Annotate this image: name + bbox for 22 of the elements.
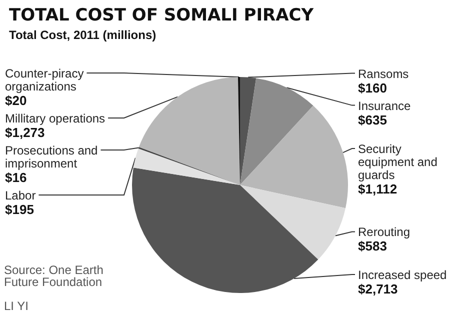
data-label: $583 <box>358 238 387 254</box>
slice-label: Counter-piracy organizations <box>5 66 84 94</box>
slice-label: Rerouting <box>358 225 410 240</box>
slice-label: Security equipment and guards <box>358 142 438 182</box>
data-label: $20 <box>5 93 27 108</box>
data-label: $1,273 <box>5 125 45 140</box>
slice-label: Increased speed <box>358 268 447 282</box>
data-label: $2,713 <box>358 282 398 297</box>
data-label: $195 <box>5 202 34 218</box>
slice-label: Prosecutions and imprisonment <box>5 144 98 171</box>
data-label: $160 <box>358 80 387 96</box>
chart-subtitle: Total Cost, 2011 (millions) <box>9 28 156 42</box>
text: LI YI <box>4 299 28 313</box>
slice-label: Labor <box>5 188 36 203</box>
chart-title: TOTAL COST OF SOMALI PIRACY <box>9 6 314 26</box>
slice-label: Millitary operations <box>5 112 106 126</box>
data-label: $16 <box>5 170 27 186</box>
data-label: $1,112 <box>358 182 398 197</box>
slice-label: Ransoms <box>358 66 409 81</box>
data-label: $635 <box>358 112 387 128</box>
source-note: Source: One Earth Future Foundation <box>4 263 107 289</box>
slice-label: Insurance <box>358 98 412 113</box>
